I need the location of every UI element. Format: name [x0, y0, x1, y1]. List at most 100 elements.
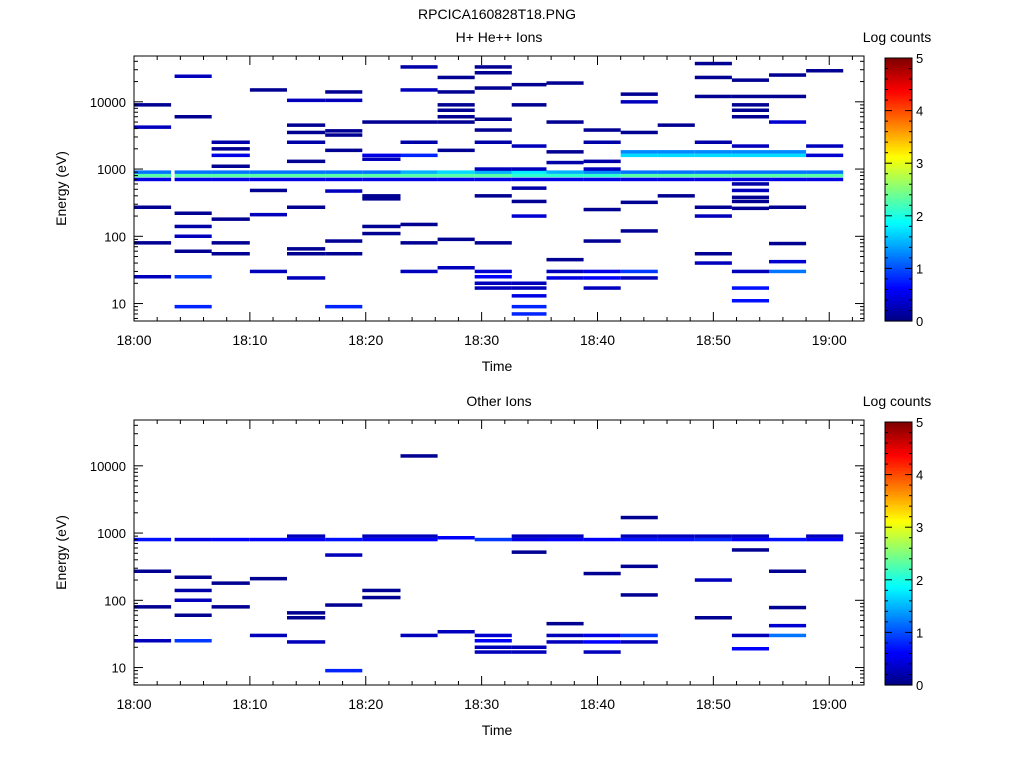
- colorbar-segment: [885, 494, 912, 498]
- colorbar-segment: [885, 487, 912, 491]
- colorbar-segment: [885, 452, 912, 456]
- heatmap-cell: [731, 647, 769, 651]
- heatmap-cell: [806, 153, 844, 158]
- heatmap-cell: [174, 537, 212, 542]
- heatmap-cell: [511, 550, 547, 554]
- colorbar-segment: [885, 270, 912, 274]
- heatmap-cell: [474, 86, 512, 90]
- colorbar-segment: [885, 64, 912, 68]
- heatmap-cell: [287, 159, 326, 164]
- y-axis: 10 100 1000 10000 Energy (eV): [53, 424, 864, 683]
- heatmap-cell: [287, 205, 326, 209]
- heatmap-cell: [362, 197, 401, 201]
- heatmap-cell: [731, 269, 769, 274]
- colorbar-segment: [885, 305, 912, 309]
- heatmap-cell: [694, 616, 732, 620]
- heatmap-cell: [731, 199, 769, 204]
- heatmap-cell: [325, 304, 363, 309]
- heatmap-cells: [134, 61, 844, 316]
- y-axis-label: Energy (eV): [53, 151, 69, 226]
- heatmap-cell: [400, 537, 438, 542]
- colorbar: 0 1 2 3 4 5 Log counts: [863, 29, 932, 329]
- heatmap-cell: [134, 241, 172, 245]
- heatmap-cell: [731, 103, 769, 107]
- colorbar-segment: [885, 579, 912, 583]
- colorbar-segment: [885, 435, 912, 438]
- colorbar-segment: [885, 476, 912, 480]
- heatmap-cell: [583, 276, 621, 280]
- colorbar-segment: [885, 82, 912, 85]
- heatmap-cell: [511, 214, 547, 218]
- heatmap-cell: [362, 120, 401, 124]
- colorbar-segment: [885, 257, 912, 261]
- heatmap-cell: [511, 645, 547, 649]
- colorbar-segment: [885, 191, 912, 195]
- heatmap-cell: [694, 578, 732, 582]
- colorbar-segment: [885, 104, 912, 107]
- colorbar-segment: [885, 483, 912, 487]
- colorbar-tick-label: 4: [916, 104, 923, 119]
- colorbar-segment: [885, 531, 912, 535]
- heatmap-cell: [134, 173, 172, 178]
- x-tick-label: 18:10: [232, 696, 267, 712]
- colorbar-segment: [885, 77, 912, 81]
- colorbar-segment: [885, 562, 912, 566]
- heatmap-cell: [437, 148, 475, 153]
- heatmap-cell: [249, 212, 287, 217]
- colorbar-segment: [885, 108, 912, 112]
- colorbar-segment: [885, 533, 912, 537]
- heatmap-cell: [249, 537, 287, 542]
- heatmap-cell: [620, 515, 658, 520]
- heatmap-cell: [694, 140, 732, 144]
- colorbar-segment: [885, 505, 912, 509]
- heatmap-cell: [694, 150, 732, 154]
- heatmap-cell: [362, 173, 401, 178]
- colorbar-segment: [885, 185, 912, 188]
- heatmap-cell: [400, 65, 438, 69]
- colorbar-segment: [885, 136, 912, 140]
- heatmap-cell: [174, 211, 212, 215]
- colorbar-segment: [885, 669, 912, 673]
- x-tick-label: 18:20: [348, 332, 383, 348]
- heatmap-cell: [174, 224, 212, 229]
- colorbar-segment: [885, 182, 912, 186]
- heatmap-cell: [362, 595, 401, 600]
- heatmap-cell: [806, 170, 844, 174]
- heatmap-cell: [400, 177, 438, 182]
- heatmap-cell: [325, 189, 363, 193]
- heatmap-cell: [511, 281, 547, 285]
- colorbar-segment: [885, 544, 912, 548]
- colorbar-tick-label: 4: [916, 468, 923, 483]
- x-axis: 18:00 18:10 18:20 18:30 18:40 18:50 19:00 Time: [116, 420, 853, 738]
- heatmap-cell: [325, 170, 363, 174]
- colorbar-segment: [885, 424, 912, 427]
- heatmap-cell: [620, 200, 658, 205]
- heatmap-cell: [325, 603, 363, 607]
- colorbar-segment: [885, 110, 912, 114]
- heatmap-cell: [546, 534, 584, 538]
- colorbar-segment: [885, 174, 912, 177]
- colorbar-segment: [885, 283, 912, 287]
- heatmap-cell: [287, 173, 326, 178]
- heatmap-cell: [437, 108, 475, 112]
- colorbar-segment: [885, 636, 912, 640]
- heatmap-cell: [511, 537, 547, 542]
- heatmap-cell: [474, 177, 512, 182]
- colorbar-segment: [885, 498, 912, 502]
- heatmap-cell: [174, 588, 212, 593]
- colorbar-segment: [885, 478, 912, 482]
- heatmap-cell: [325, 129, 363, 133]
- heatmap-cell: [362, 537, 401, 542]
- heatmap-cell: [620, 640, 658, 644]
- heatmap-cell: [546, 160, 584, 165]
- heatmap-cell: [511, 177, 547, 182]
- colorbar-segment: [885, 66, 912, 70]
- heatmap-cell: [325, 668, 363, 673]
- heatmap-cell: [583, 640, 621, 644]
- heatmap-cell: [769, 537, 807, 542]
- colorbar-segment: [885, 680, 912, 684]
- heatmap-cell: [769, 269, 807, 274]
- heatmap-cell: [731, 115, 769, 119]
- x-axis: 18:00 18:10 18:20 18:30 18:40 18:50 19:00 Time: [116, 56, 853, 374]
